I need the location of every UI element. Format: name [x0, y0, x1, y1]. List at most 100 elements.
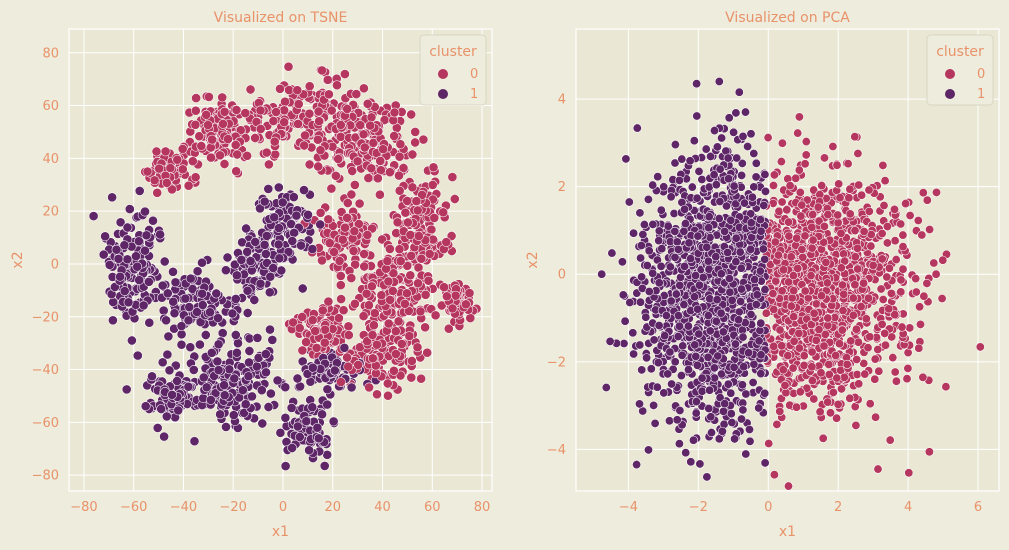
tsne-point-cluster-0 [394, 151, 405, 162]
tsne-point-cluster-0 [142, 166, 153, 177]
tsne-point-cluster-1 [131, 251, 141, 262]
tsne-point-cluster-1 [269, 212, 280, 223]
tsne-point-cluster-1 [322, 384, 333, 395]
pca-point-cluster-1 [678, 341, 688, 351]
tsne-point-cluster-0 [240, 108, 251, 118]
tsne-point-cluster-1 [346, 382, 357, 393]
tsne-point-cluster-0 [326, 105, 337, 116]
pca-point-cluster-0 [780, 380, 790, 390]
tsne-point-cluster-0 [385, 244, 395, 254]
pca-point-cluster-0 [845, 393, 855, 403]
tsne-point-cluster-0 [403, 217, 413, 228]
tsne-point-cluster-0 [242, 150, 252, 161]
pca-point-cluster-1 [737, 414, 746, 424]
pca-point-cluster-1 [746, 310, 756, 319]
tsne-point-cluster-1 [161, 315, 171, 326]
tsne-point-cluster-1 [172, 376, 182, 386]
tsne-point-cluster-0 [350, 298, 360, 309]
pca-point-cluster-0 [878, 160, 888, 170]
tsne-point-cluster-1 [245, 256, 256, 266]
pca-point-cluster-1 [695, 280, 704, 290]
tsne-point-cluster-0 [398, 163, 409, 173]
pca-point-cluster-0 [925, 225, 935, 234]
pca-point-cluster-0 [890, 236, 900, 246]
pca-point-cluster-0 [870, 374, 880, 384]
pca-legend: cluster 0 1 [926, 34, 994, 106]
tsne-point-cluster-1 [161, 411, 172, 422]
tsne-point-cluster-0 [430, 310, 441, 321]
pca-point-cluster-1 [654, 278, 664, 288]
tsne-point-cluster-1 [104, 260, 115, 270]
tsne-point-cluster-1 [144, 317, 155, 328]
pca-point-cluster-0 [922, 278, 932, 288]
tsne-point-cluster-1 [299, 185, 309, 195]
pca-point-cluster-0 [842, 359, 852, 369]
tsne-point-cluster-1 [119, 286, 130, 296]
tsne-point-cluster-0 [311, 343, 322, 353]
pca-point-cluster-1 [637, 365, 647, 375]
tsne-point-cluster-0 [438, 207, 449, 218]
pca-point-cluster-0 [859, 227, 869, 236]
pca-point-cluster-0 [890, 204, 899, 214]
tsne-point-cluster-0 [363, 173, 374, 183]
pca-point-cluster-0 [837, 384, 846, 394]
pca-point-cluster-1 [676, 371, 686, 381]
pca-point-cluster-0 [777, 341, 787, 351]
tsne-point-cluster-0 [378, 144, 388, 155]
tsne-point-cluster-1 [159, 256, 170, 267]
pca-point-cluster-0 [799, 360, 809, 370]
pca-point-cluster-1 [729, 181, 739, 191]
tsne-point-cluster-0 [201, 109, 212, 120]
tsne-point-cluster-1 [213, 365, 224, 375]
tsne-point-cluster-0 [154, 163, 165, 174]
pca-point-cluster-1 [747, 192, 757, 202]
pca-point-cluster-1 [642, 353, 652, 363]
pca-point-cluster-0 [784, 217, 794, 227]
pca-point-cluster-0 [866, 241, 876, 251]
tsne-point-cluster-1 [197, 257, 207, 268]
tsne-point-cluster-0 [190, 172, 201, 183]
pca-point-cluster-1 [638, 230, 648, 239]
tsne-point-cluster-0 [323, 214, 334, 225]
pca-point-cluster-1 [694, 166, 704, 176]
tsne-point-cluster-1 [167, 389, 177, 400]
pca-point-cluster-1 [758, 244, 768, 254]
pca-point-cluster-1 [646, 364, 656, 374]
pca-point-cluster-0 [903, 348, 913, 358]
pca-point-cluster-1 [724, 113, 734, 123]
tsne-point-cluster-0 [429, 213, 440, 223]
tsne-point-cluster-0 [355, 120, 366, 130]
tsne-point-cluster-1 [132, 261, 143, 272]
pca-point-cluster-1 [692, 193, 702, 203]
tsne-ytick-label: 80 [42, 46, 59, 61]
pca-point-cluster-0 [779, 265, 789, 275]
tsne-point-cluster-1 [303, 209, 313, 220]
pca-point-cluster-0 [777, 138, 787, 148]
pca-ytick-label: −4 [547, 443, 566, 458]
tsne-point-cluster-0 [343, 361, 354, 372]
tsne-point-cluster-1 [250, 237, 261, 247]
pca-point-cluster-1 [649, 335, 659, 345]
tsne-point-cluster-0 [332, 80, 342, 91]
tsne-point-cluster-1 [263, 184, 274, 194]
pca-point-cluster-1 [691, 351, 701, 361]
pca-point-cluster-1 [729, 362, 739, 372]
tsne-point-cluster-1 [113, 253, 124, 264]
pca-point-cluster-1 [717, 133, 727, 143]
pca-point-cluster-0 [807, 347, 817, 357]
tsne-ytick-label: −80 [32, 469, 59, 484]
tsne-point-cluster-0 [317, 65, 327, 76]
pca-point-cluster-1 [719, 406, 728, 416]
pca-point-cluster-0 [854, 379, 864, 389]
pca-point-cluster-0 [783, 351, 793, 361]
pca-point-cluster-1 [652, 382, 662, 392]
pca-point-cluster-0 [772, 419, 782, 429]
tsne-point-cluster-0 [275, 83, 285, 94]
pca-point-cluster-0 [851, 420, 861, 430]
pca-point-cluster-1 [673, 332, 683, 341]
pca-point-cluster-0 [809, 394, 819, 404]
tsne-point-cluster-0 [346, 189, 357, 200]
pca-point-cluster-0 [823, 313, 833, 323]
pca-point-cluster-0 [800, 159, 810, 169]
